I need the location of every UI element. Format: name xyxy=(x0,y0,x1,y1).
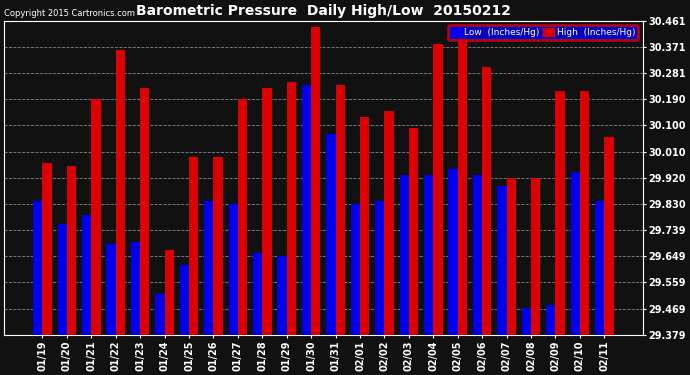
Bar xyxy=(375,201,384,334)
Bar xyxy=(457,33,467,334)
Bar xyxy=(326,134,335,334)
Bar xyxy=(106,244,116,334)
Bar xyxy=(33,201,43,334)
Bar xyxy=(302,85,311,334)
Bar xyxy=(604,137,613,334)
Bar xyxy=(277,256,287,334)
Bar xyxy=(384,111,394,334)
Bar xyxy=(595,201,604,334)
Bar xyxy=(67,166,76,334)
Bar xyxy=(165,250,174,334)
Bar xyxy=(448,169,457,334)
Bar xyxy=(253,253,262,334)
Bar xyxy=(155,294,165,334)
Bar xyxy=(82,215,91,334)
Bar xyxy=(351,204,360,334)
Bar xyxy=(409,128,418,334)
Bar xyxy=(473,175,482,334)
Bar xyxy=(546,305,555,334)
Title: Barometric Pressure  Daily High/Low  20150212: Barometric Pressure Daily High/Low 20150… xyxy=(136,4,511,18)
Bar xyxy=(506,178,516,334)
Bar xyxy=(91,99,101,334)
Bar xyxy=(238,99,247,334)
Bar xyxy=(213,158,223,334)
Bar xyxy=(555,91,565,334)
Bar xyxy=(433,44,442,334)
Bar xyxy=(580,91,589,334)
Bar xyxy=(58,224,67,334)
Bar xyxy=(140,88,150,334)
Bar xyxy=(228,204,238,334)
Bar xyxy=(482,68,491,334)
Bar xyxy=(131,242,140,334)
Bar xyxy=(116,50,125,334)
Text: Copyright 2015 Cartronics.com: Copyright 2015 Cartronics.com xyxy=(4,9,135,18)
Bar xyxy=(424,175,433,334)
Bar xyxy=(287,82,296,334)
Bar xyxy=(180,265,189,334)
Bar xyxy=(531,178,540,334)
Bar xyxy=(335,85,345,334)
Bar xyxy=(262,88,272,334)
Bar xyxy=(204,201,213,334)
Bar xyxy=(497,186,506,334)
Bar xyxy=(522,308,531,334)
Bar xyxy=(571,172,580,334)
Bar xyxy=(43,163,52,334)
Legend: Low  (Inches/Hg), High  (Inches/Hg): Low (Inches/Hg), High (Inches/Hg) xyxy=(448,25,638,40)
Bar xyxy=(400,175,409,334)
Bar xyxy=(311,27,320,334)
Bar xyxy=(360,117,369,334)
Bar xyxy=(189,158,198,334)
